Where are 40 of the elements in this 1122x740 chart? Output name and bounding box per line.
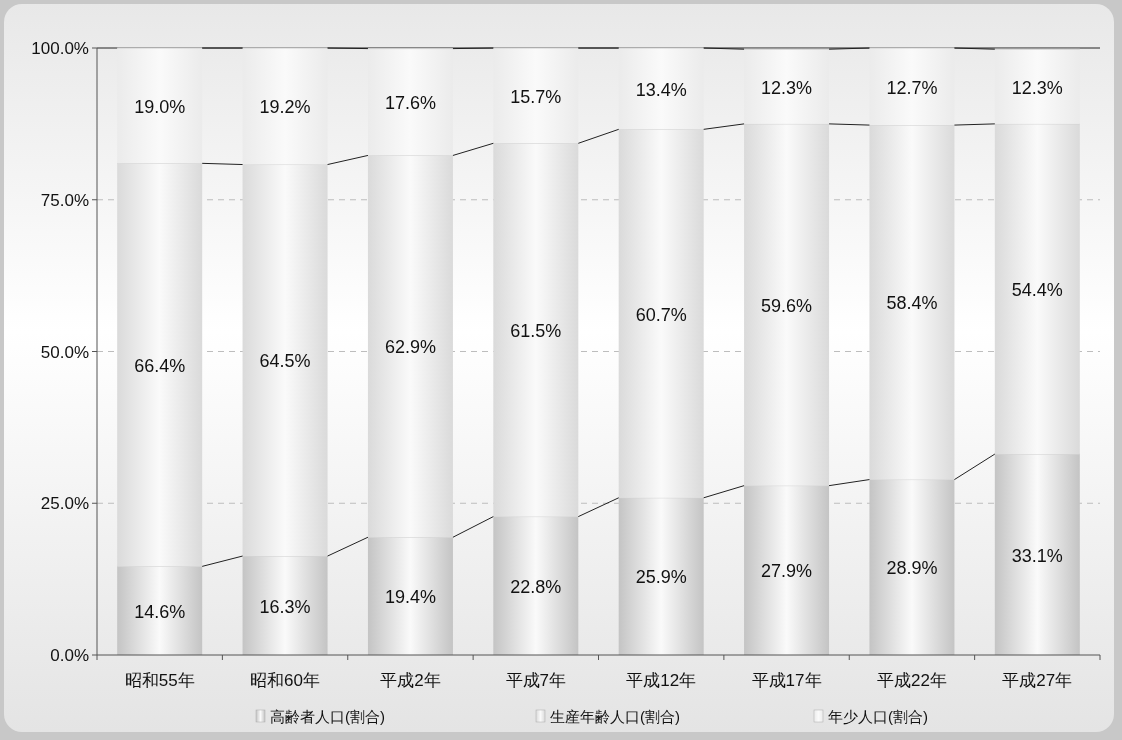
data-label: 54.4% <box>1011 279 1063 300</box>
legend-label: 生産年齢人口(割合) <box>550 708 680 725</box>
x-tick-label: 平成7年 <box>505 671 567 690</box>
data-label: 64.5% <box>259 351 311 372</box>
y-tick-label: 75.0% <box>40 190 89 210</box>
y-tick-label: 50.0% <box>40 342 89 362</box>
data-label: 15.7% <box>510 86 562 107</box>
x-tick-label: 平成2年 <box>380 671 441 690</box>
x-tick-label: 平成27年 <box>1002 671 1073 690</box>
data-label: 66.4% <box>134 355 186 376</box>
data-label: 12.3% <box>1011 77 1063 98</box>
x-tick-label: 昭和55年 <box>124 671 195 690</box>
legend-label: 高齢者人口(割合) <box>270 708 385 725</box>
data-label: 19.2% <box>259 97 311 118</box>
x-tick-label: 平成22年 <box>876 671 947 690</box>
data-label: 12.7% <box>886 77 938 98</box>
data-label: 25.9% <box>635 567 687 588</box>
data-label: 59.6% <box>761 295 813 316</box>
data-label: 13.4% <box>635 79 687 100</box>
data-label: 19.4% <box>384 587 436 608</box>
data-label: 19.0% <box>134 96 186 117</box>
data-label: 12.3% <box>761 77 813 98</box>
data-label: 33.1% <box>1011 545 1063 566</box>
legend-label: 年少人口(割合) <box>828 708 928 725</box>
data-label: 58.4% <box>886 293 938 314</box>
x-tick-label: 平成12年 <box>626 671 697 690</box>
x-tick-label: 平成17年 <box>751 671 822 690</box>
data-label: 27.9% <box>761 561 813 582</box>
data-label: 16.3% <box>259 596 311 617</box>
x-tick-label: 昭和60年 <box>250 671 321 690</box>
data-label: 61.5% <box>510 320 562 341</box>
data-label: 28.9% <box>886 558 938 579</box>
y-tick-label: 100.0% <box>31 39 89 58</box>
data-label: 62.9% <box>384 337 436 358</box>
data-label: 17.6% <box>384 93 436 114</box>
y-tick-label: 25.0% <box>40 494 89 514</box>
y-tick-label: 0.0% <box>50 646 89 665</box>
data-label: 60.7% <box>635 304 687 325</box>
data-label: 22.8% <box>510 576 562 597</box>
data-label: 14.6% <box>134 601 186 622</box>
